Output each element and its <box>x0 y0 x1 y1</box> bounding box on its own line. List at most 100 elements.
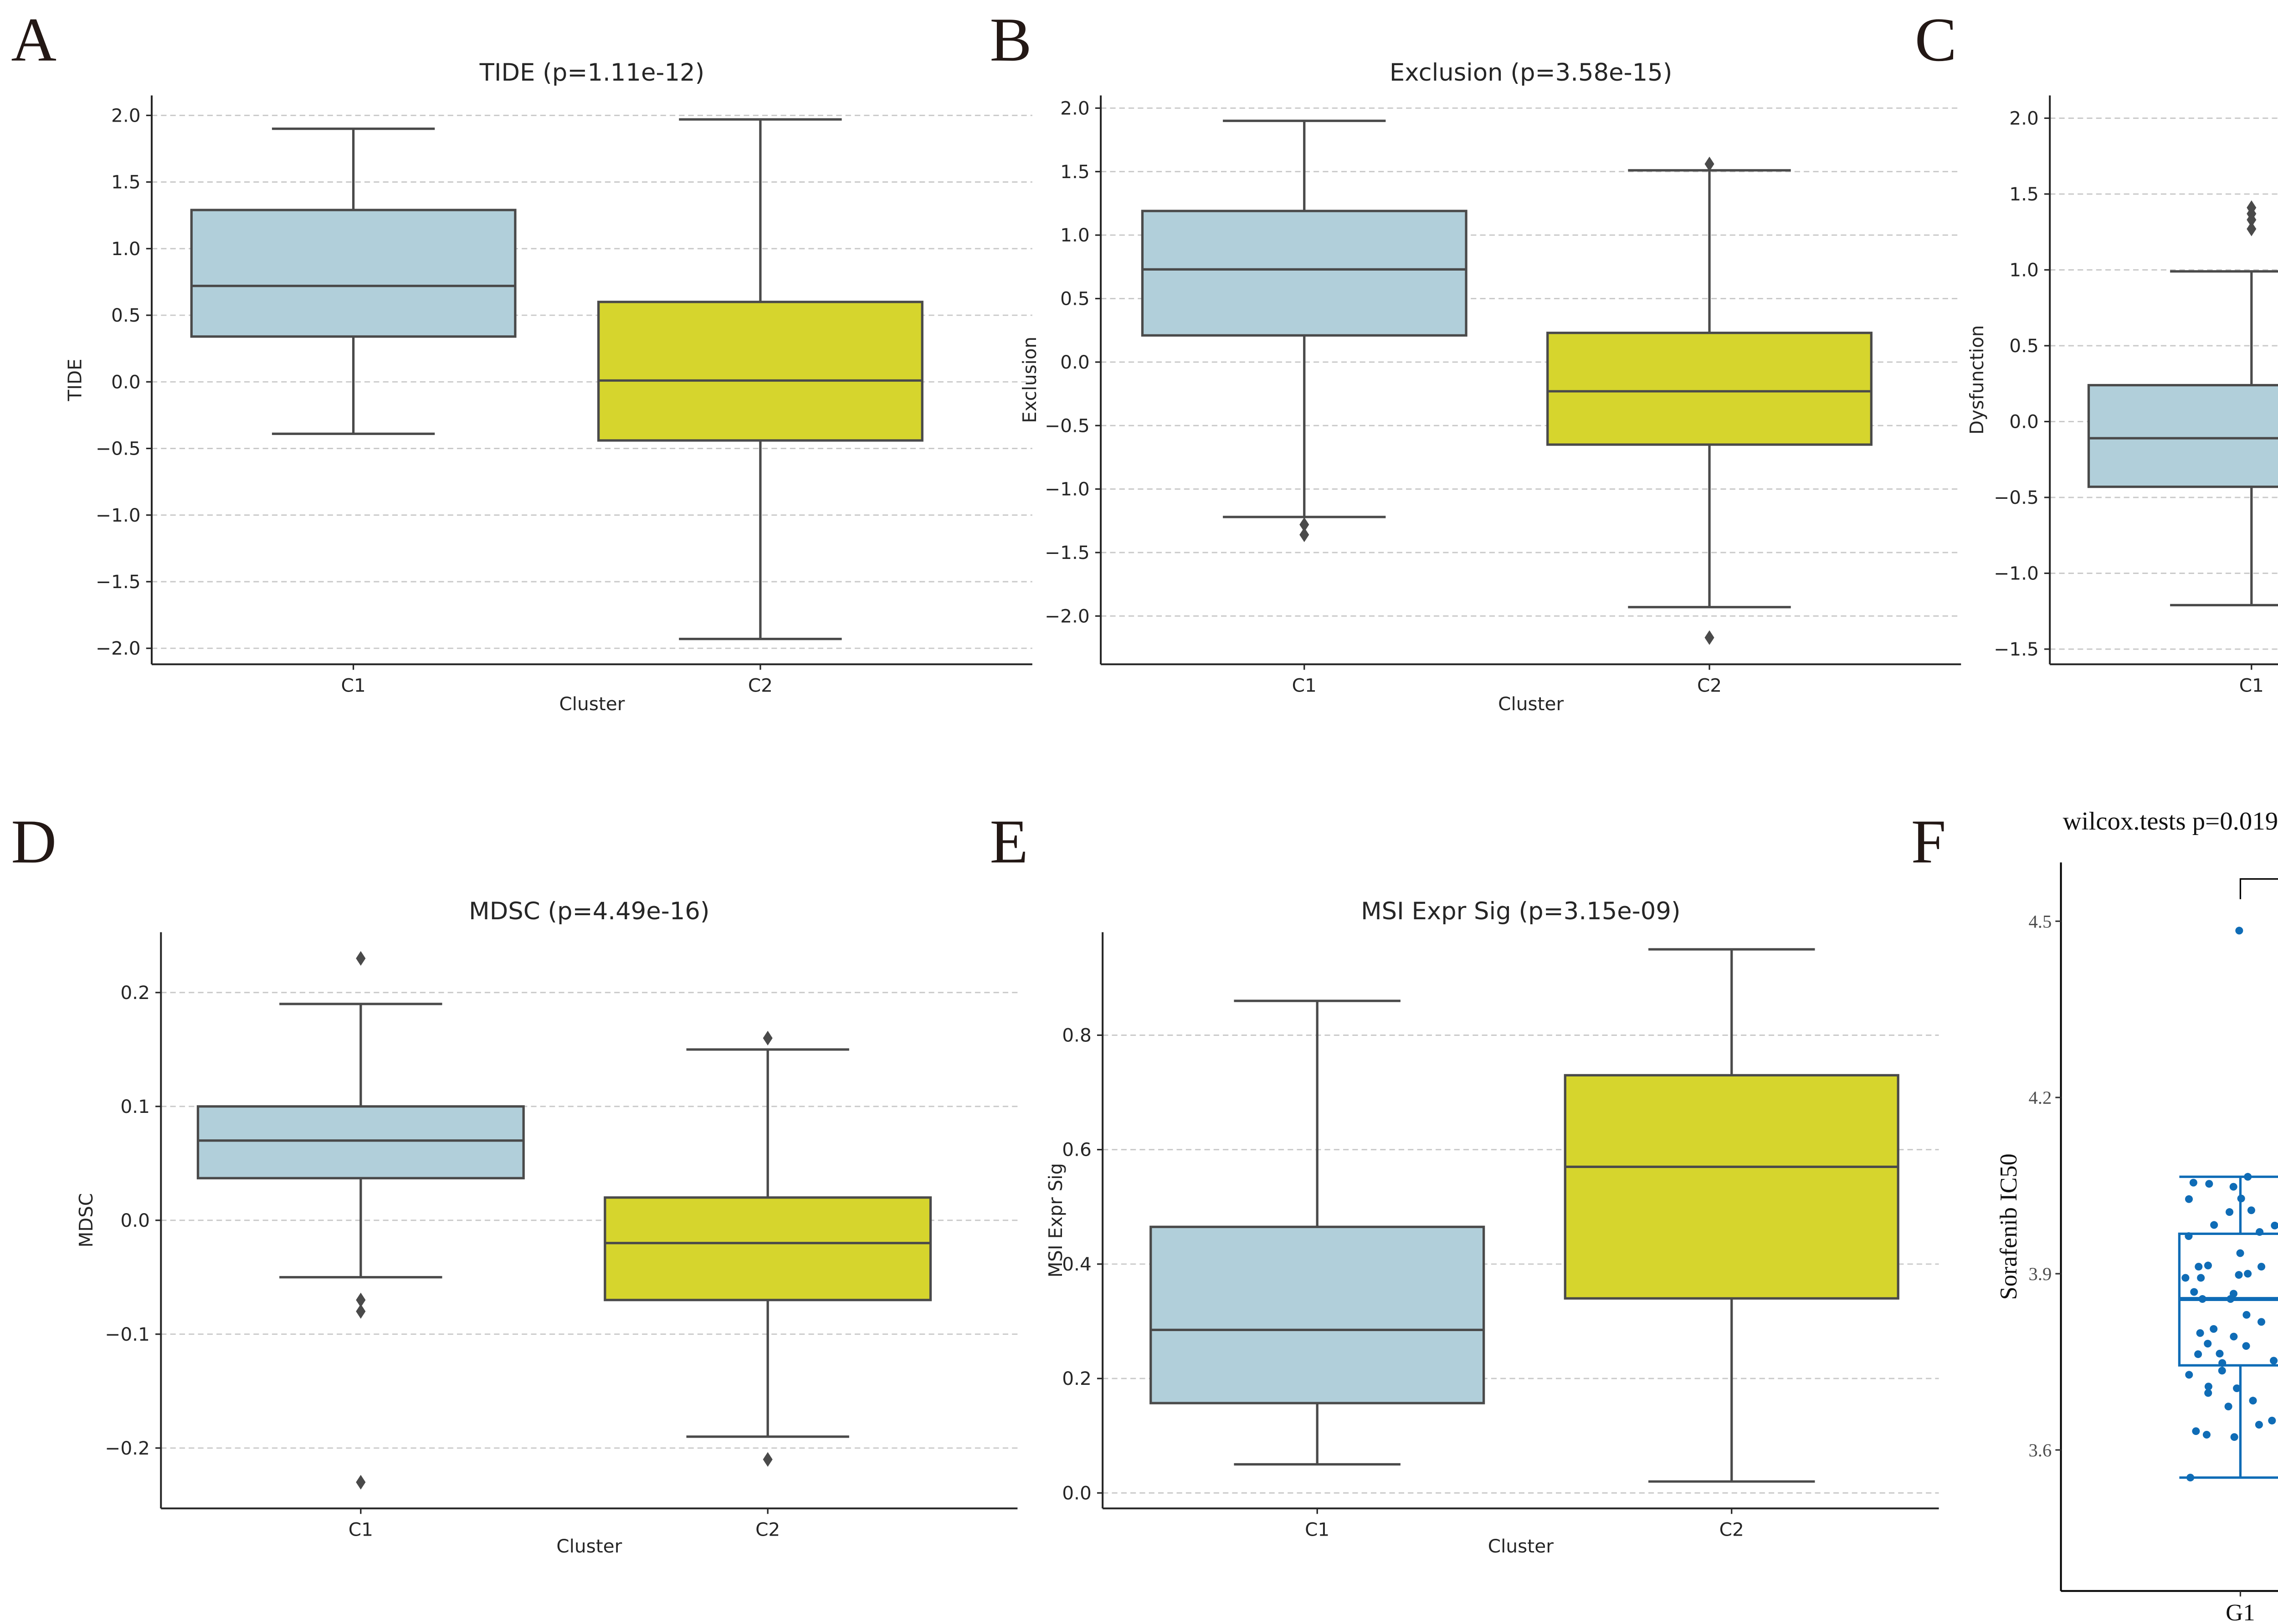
data-point-g1 <box>2230 1433 2238 1441</box>
panel-label-a: A <box>11 5 56 74</box>
y-tick-label: 1.0 <box>111 238 141 260</box>
y-tick-label: 1.0 <box>1060 224 1090 246</box>
data-point-g1 <box>2227 1295 2235 1303</box>
y-tick-label: −1.0 <box>96 504 141 526</box>
data-point-g1 <box>2204 1383 2212 1391</box>
panel-e-msi-boxplot: MSI Expr Sig (p=3.15e-09) 0.8 0.6 0.4 0.2 0.0… <box>1045 897 1939 1557</box>
y-tick-label: −1.5 <box>1045 542 1090 564</box>
y-axis-label: MDSC <box>75 1193 97 1247</box>
y-tick-label: 0.6 <box>1062 1139 1092 1161</box>
y-axis-label: MSI Expr Sig <box>1045 1163 1067 1278</box>
data-point-g1 <box>2216 1349 2224 1358</box>
outlier-point <box>356 1292 366 1307</box>
box-c2 <box>604 1196 932 1301</box>
data-point-g1 <box>2257 1263 2266 1271</box>
y-tick-label: 0.1 <box>120 1096 150 1117</box>
y-tick-label: 0.5 <box>111 304 141 326</box>
y-tick-label: 0.0 <box>111 371 141 393</box>
data-point-g1 <box>2218 1359 2227 1367</box>
y-tick-label: 1.5 <box>1060 161 1090 183</box>
data-point-g1 <box>2244 1173 2252 1181</box>
x-tick-label: G1 <box>2226 1599 2255 1624</box>
data-point-g1 <box>2218 1367 2226 1375</box>
y-tick-label: −1.0 <box>1045 478 1090 500</box>
outlier-point <box>1299 517 1309 532</box>
outlier-point <box>763 1030 773 1045</box>
y-tick-label: −0.5 <box>1045 415 1090 436</box>
x-tick-label: C1 <box>341 675 365 697</box>
data-point-g1 <box>2186 1474 2195 1482</box>
data-point-g1 <box>2185 1232 2193 1240</box>
outlier-point <box>356 1304 366 1319</box>
outlier-point <box>356 951 366 966</box>
outlier-point <box>2247 200 2257 215</box>
y-tick-label: 2.0 <box>1060 97 1090 119</box>
y-axis-label: TIDE <box>64 359 86 401</box>
panel-label-d: D <box>11 807 56 876</box>
x-tick-label: C2 <box>755 1519 780 1541</box>
data-point-g1 <box>2205 1180 2213 1188</box>
y-tick-label: −2.0 <box>1045 605 1090 627</box>
data-point-g1 <box>2210 1325 2218 1333</box>
y-tick-label: −0.1 <box>105 1323 150 1345</box>
panel-b-exclusion-boxplot: Exclusion (p=3.58e-15) 2.0 1.5 1.0 0.5 0.0 −0.… <box>1019 59 1961 715</box>
x-axis-label: Cluster <box>556 1535 622 1557</box>
y-axis-label: Sorafenib IC50 <box>1996 1153 2022 1300</box>
x-tick-label: C2 <box>1697 675 1722 697</box>
data-point-g1 <box>2185 1371 2193 1379</box>
y-tick-label: −0.5 <box>96 438 141 460</box>
y-tick-label: 0.0 <box>1060 351 1090 373</box>
x-tick-label: C2 <box>1719 1519 1744 1541</box>
data-point-g1 <box>2194 1350 2202 1358</box>
y-tick-label: 0.0 <box>2009 411 2039 433</box>
x-axis-label: Cluster <box>559 693 625 715</box>
y-tick-label: 0.4 <box>1062 1253 1092 1275</box>
data-point-g1 <box>2235 1271 2243 1279</box>
data-point-g1 <box>2244 1270 2252 1278</box>
y-tick-label: −0.5 <box>1994 487 2039 508</box>
data-point-g1 <box>2181 1274 2190 1282</box>
y-tick-label: 0.0 <box>1062 1482 1092 1504</box>
box-c1 <box>1149 1225 1485 1404</box>
data-point-g1 <box>2189 1178 2197 1187</box>
data-point-g1 <box>2270 1357 2278 1365</box>
data-point-g1 <box>2256 1228 2264 1236</box>
y-tick-label: 2.0 <box>111 105 141 127</box>
y-tick-label: 3.6 <box>2029 1440 2052 1460</box>
panel-c-dysfunction-boxplot: Dysfunction (p=3.26e-01)2.01.51.00.50.0−… <box>1966 95 2278 697</box>
data-point-g1 <box>2192 1427 2200 1435</box>
x-tick-label: C2 <box>748 675 773 697</box>
data-point-g1 <box>2197 1274 2205 1282</box>
box-c2 <box>1546 332 1873 446</box>
y-tick-label: −1.0 <box>1994 563 2039 584</box>
data-point-g1 <box>2204 1261 2212 1270</box>
box-c1 <box>190 209 517 338</box>
data-point-g1 <box>2237 1194 2245 1203</box>
panel-d-mdsc-boxplot: MDSC (p=4.49e-16) 0.2 0.1 0.0 −0.1 −0.2 Cluste… <box>75 897 1018 1557</box>
data-point-g1 <box>2271 1221 2278 1230</box>
x-axis-label: Cluster <box>1488 1535 1554 1557</box>
y-tick-label: 0.0 <box>120 1209 150 1231</box>
chart-title: MDSC (p=4.49e-16) <box>469 897 709 925</box>
panel-label-e: E <box>990 807 1028 876</box>
data-point-g1 <box>2195 1263 2203 1271</box>
chart-title: MSI Expr Sig (p=3.15e-09) <box>1361 897 1680 925</box>
data-point-g1 <box>2204 1389 2212 1397</box>
x-axis-label: Cluster <box>1498 693 1564 715</box>
outlier-point <box>1704 630 1714 645</box>
data-point-g1 <box>2204 1340 2212 1347</box>
panel-label-f: F <box>1911 807 1946 876</box>
panel-f-sorafenib-boxplot: wilcox.tests p=0.019 4.5 4.2 3.9 3.6 Sorafeni… <box>1996 807 2278 1624</box>
y-tick-label: 0.8 <box>1062 1025 1092 1046</box>
y-tick-label: 0.5 <box>1060 288 1090 310</box>
x-tick-label: C1 <box>2239 675 2264 697</box>
x-tick-label: C1 <box>1292 675 1317 697</box>
chart-title: wilcox.tests p=0.019 <box>2063 807 2278 835</box>
outlier-point <box>356 1475 366 1490</box>
outlier-point <box>2247 221 2257 236</box>
data-point-g1 <box>2185 1195 2193 1203</box>
chart-title: TIDE (p=1.11e-12) <box>479 59 705 87</box>
data-point-g1 <box>2224 1403 2232 1410</box>
data-point-g1 <box>2202 1430 2211 1439</box>
